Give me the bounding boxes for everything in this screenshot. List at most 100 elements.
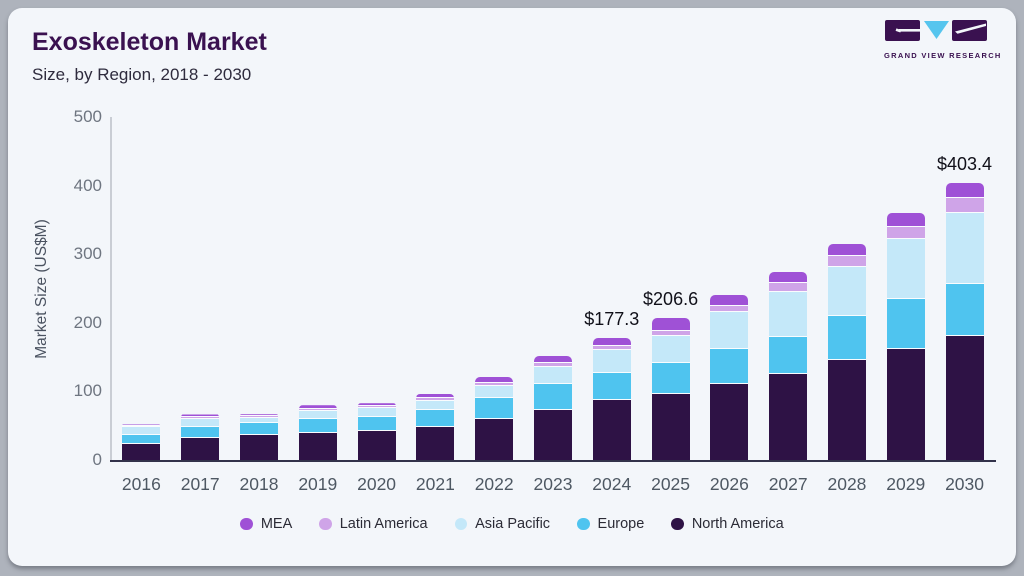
- segment-north-america-2030: [945, 335, 984, 460]
- y-tick-label: 500: [73, 107, 102, 126]
- bar-2020: [357, 403, 396, 460]
- segment-asia-pacific-2019: [298, 411, 337, 419]
- bar-column-2021: [406, 117, 465, 460]
- segment-asia-pacific-2020: [357, 407, 396, 418]
- x-tick-label-2022: 2022: [474, 474, 514, 494]
- bar-2025: [651, 318, 690, 460]
- x-tick-label-2027: 2027: [768, 474, 808, 494]
- segment-mea-2018: [239, 414, 278, 417]
- segment-asia-pacific-2022: [475, 385, 514, 399]
- segment-latin-america-2020: [357, 405, 396, 408]
- segment-europe-2021: [416, 409, 455, 428]
- segment-europe-2022: [475, 398, 514, 419]
- segment-europe-2024: [592, 372, 631, 401]
- segment-latin-america-2029: [886, 227, 925, 240]
- bar-column-2020: [347, 117, 406, 460]
- segment-mea-2017: [181, 414, 220, 418]
- y-tick-label: 100: [73, 381, 102, 401]
- segment-europe-2018: [239, 423, 278, 436]
- legend-swatch-icon: [319, 517, 332, 531]
- bar-column-2028: [818, 117, 877, 460]
- segment-north-america-2023: [533, 409, 572, 460]
- bar-2030: [945, 183, 984, 460]
- segment-asia-pacific-2027: [769, 291, 808, 337]
- segment-mea-2020: [357, 403, 396, 406]
- segment-latin-america-2017: [181, 417, 220, 419]
- segment-north-america-2017: [181, 438, 220, 460]
- y-tick-label: 0: [92, 450, 102, 469]
- segment-asia-pacific-2021: [416, 401, 455, 410]
- x-tick-label-2024: 2024: [592, 474, 632, 494]
- x-tick-label-2029: 2029: [886, 474, 926, 494]
- bar-2016: [122, 424, 161, 460]
- segment-mea-2026: [710, 295, 749, 307]
- segment-mea-2030: [945, 183, 984, 198]
- segment-north-america-2029: [886, 348, 925, 460]
- segment-europe-2028: [827, 315, 866, 360]
- segment-asia-pacific-2018: [239, 417, 278, 424]
- plot-area: $177.3 $206.6 $403.4: [112, 117, 994, 460]
- segment-asia-pacific-2024: [592, 350, 631, 373]
- segment-mea-2027: [769, 272, 808, 284]
- segment-asia-pacific-2025: [651, 335, 690, 363]
- segment-europe-2027: [769, 336, 808, 375]
- x-tick-label-2028: 2028: [827, 474, 867, 494]
- bar-2019: [298, 405, 337, 460]
- legend-label: North America: [691, 516, 784, 532]
- bar-column-2023: [524, 117, 583, 460]
- bar-column-2024: $177.3: [582, 117, 641, 460]
- segment-europe-2026: [710, 348, 749, 384]
- legend-swatch-icon: [240, 517, 253, 531]
- legend: MEA Latin America Asia Pacific Europe North …: [8, 516, 1016, 532]
- segment-europe-2019: [298, 418, 337, 433]
- y-tick-label: 400: [73, 175, 102, 195]
- x-tick-label-2017: 2017: [180, 474, 220, 494]
- segment-europe-2016: [122, 434, 161, 444]
- bar-2023: [533, 356, 572, 460]
- segment-asia-pacific-2026: [710, 311, 749, 349]
- legend-label: Europe: [597, 516, 645, 532]
- segment-latin-america-2019: [298, 408, 337, 412]
- bar-2022: [475, 377, 514, 460]
- segment-north-america-2026: [710, 383, 749, 460]
- legend-item-mea: MEA: [240, 516, 292, 532]
- segment-latin-america-2028: [827, 255, 866, 267]
- y-axis-ticks: 0 100 200 300 400 500: [8, 107, 102, 469]
- segment-mea-2028: [827, 243, 866, 256]
- segment-asia-pacific-2016: [122, 427, 161, 435]
- segment-latin-america-2022: [475, 382, 514, 386]
- bar-column-2025: $206.6: [641, 117, 700, 460]
- bar-2024: [592, 338, 631, 460]
- bar-total-label-2030: $403.4: [937, 154, 993, 175]
- segment-europe-2017: [181, 427, 220, 439]
- bar-2021: [416, 393, 455, 460]
- segment-latin-america-2018: [239, 416, 278, 418]
- x-tick-label-2023: 2023: [533, 474, 573, 494]
- legend-item-europe: Europe: [577, 516, 644, 532]
- bar-column-2027: [759, 117, 818, 460]
- gvr-logo: GRAND VIEW RESEARCH: [884, 19, 1000, 60]
- bar-2026: [710, 295, 749, 460]
- legend-swatch-icon: [454, 517, 468, 531]
- x-tick-label-2025: 2025: [651, 474, 691, 494]
- bar-2018: [239, 414, 278, 460]
- y-tick-label: 300: [73, 244, 102, 264]
- segment-europe-2025: [651, 362, 690, 395]
- x-tick-label-2026: 2026: [709, 474, 749, 494]
- x-axis-labels: 2016 2017 2018 2019 2020 2021 2022 2023 2024 2025…: [112, 474, 994, 495]
- segment-mea-2016: [122, 424, 161, 427]
- segment-mea-2021: [416, 393, 455, 399]
- x-axis-line: [110, 460, 996, 462]
- bar-2028: [827, 243, 866, 460]
- segment-latin-america-2024: [592, 345, 631, 351]
- legend-item-latin-america: Latin America: [319, 516, 428, 532]
- segment-north-america-2021: [416, 427, 455, 460]
- chart-subtitle: Size, by Region, 2018 - 2030: [32, 65, 252, 84]
- bar-total-label-2025: $206.6: [643, 289, 699, 310]
- segment-north-america-2028: [827, 359, 866, 460]
- segment-latin-america-2025: [651, 331, 690, 336]
- segment-mea-2019: [298, 405, 337, 409]
- legend-label: Asia Pacific: [475, 516, 551, 532]
- y-tick-label: 200: [73, 312, 102, 332]
- segment-latin-america-2016: [122, 426, 161, 428]
